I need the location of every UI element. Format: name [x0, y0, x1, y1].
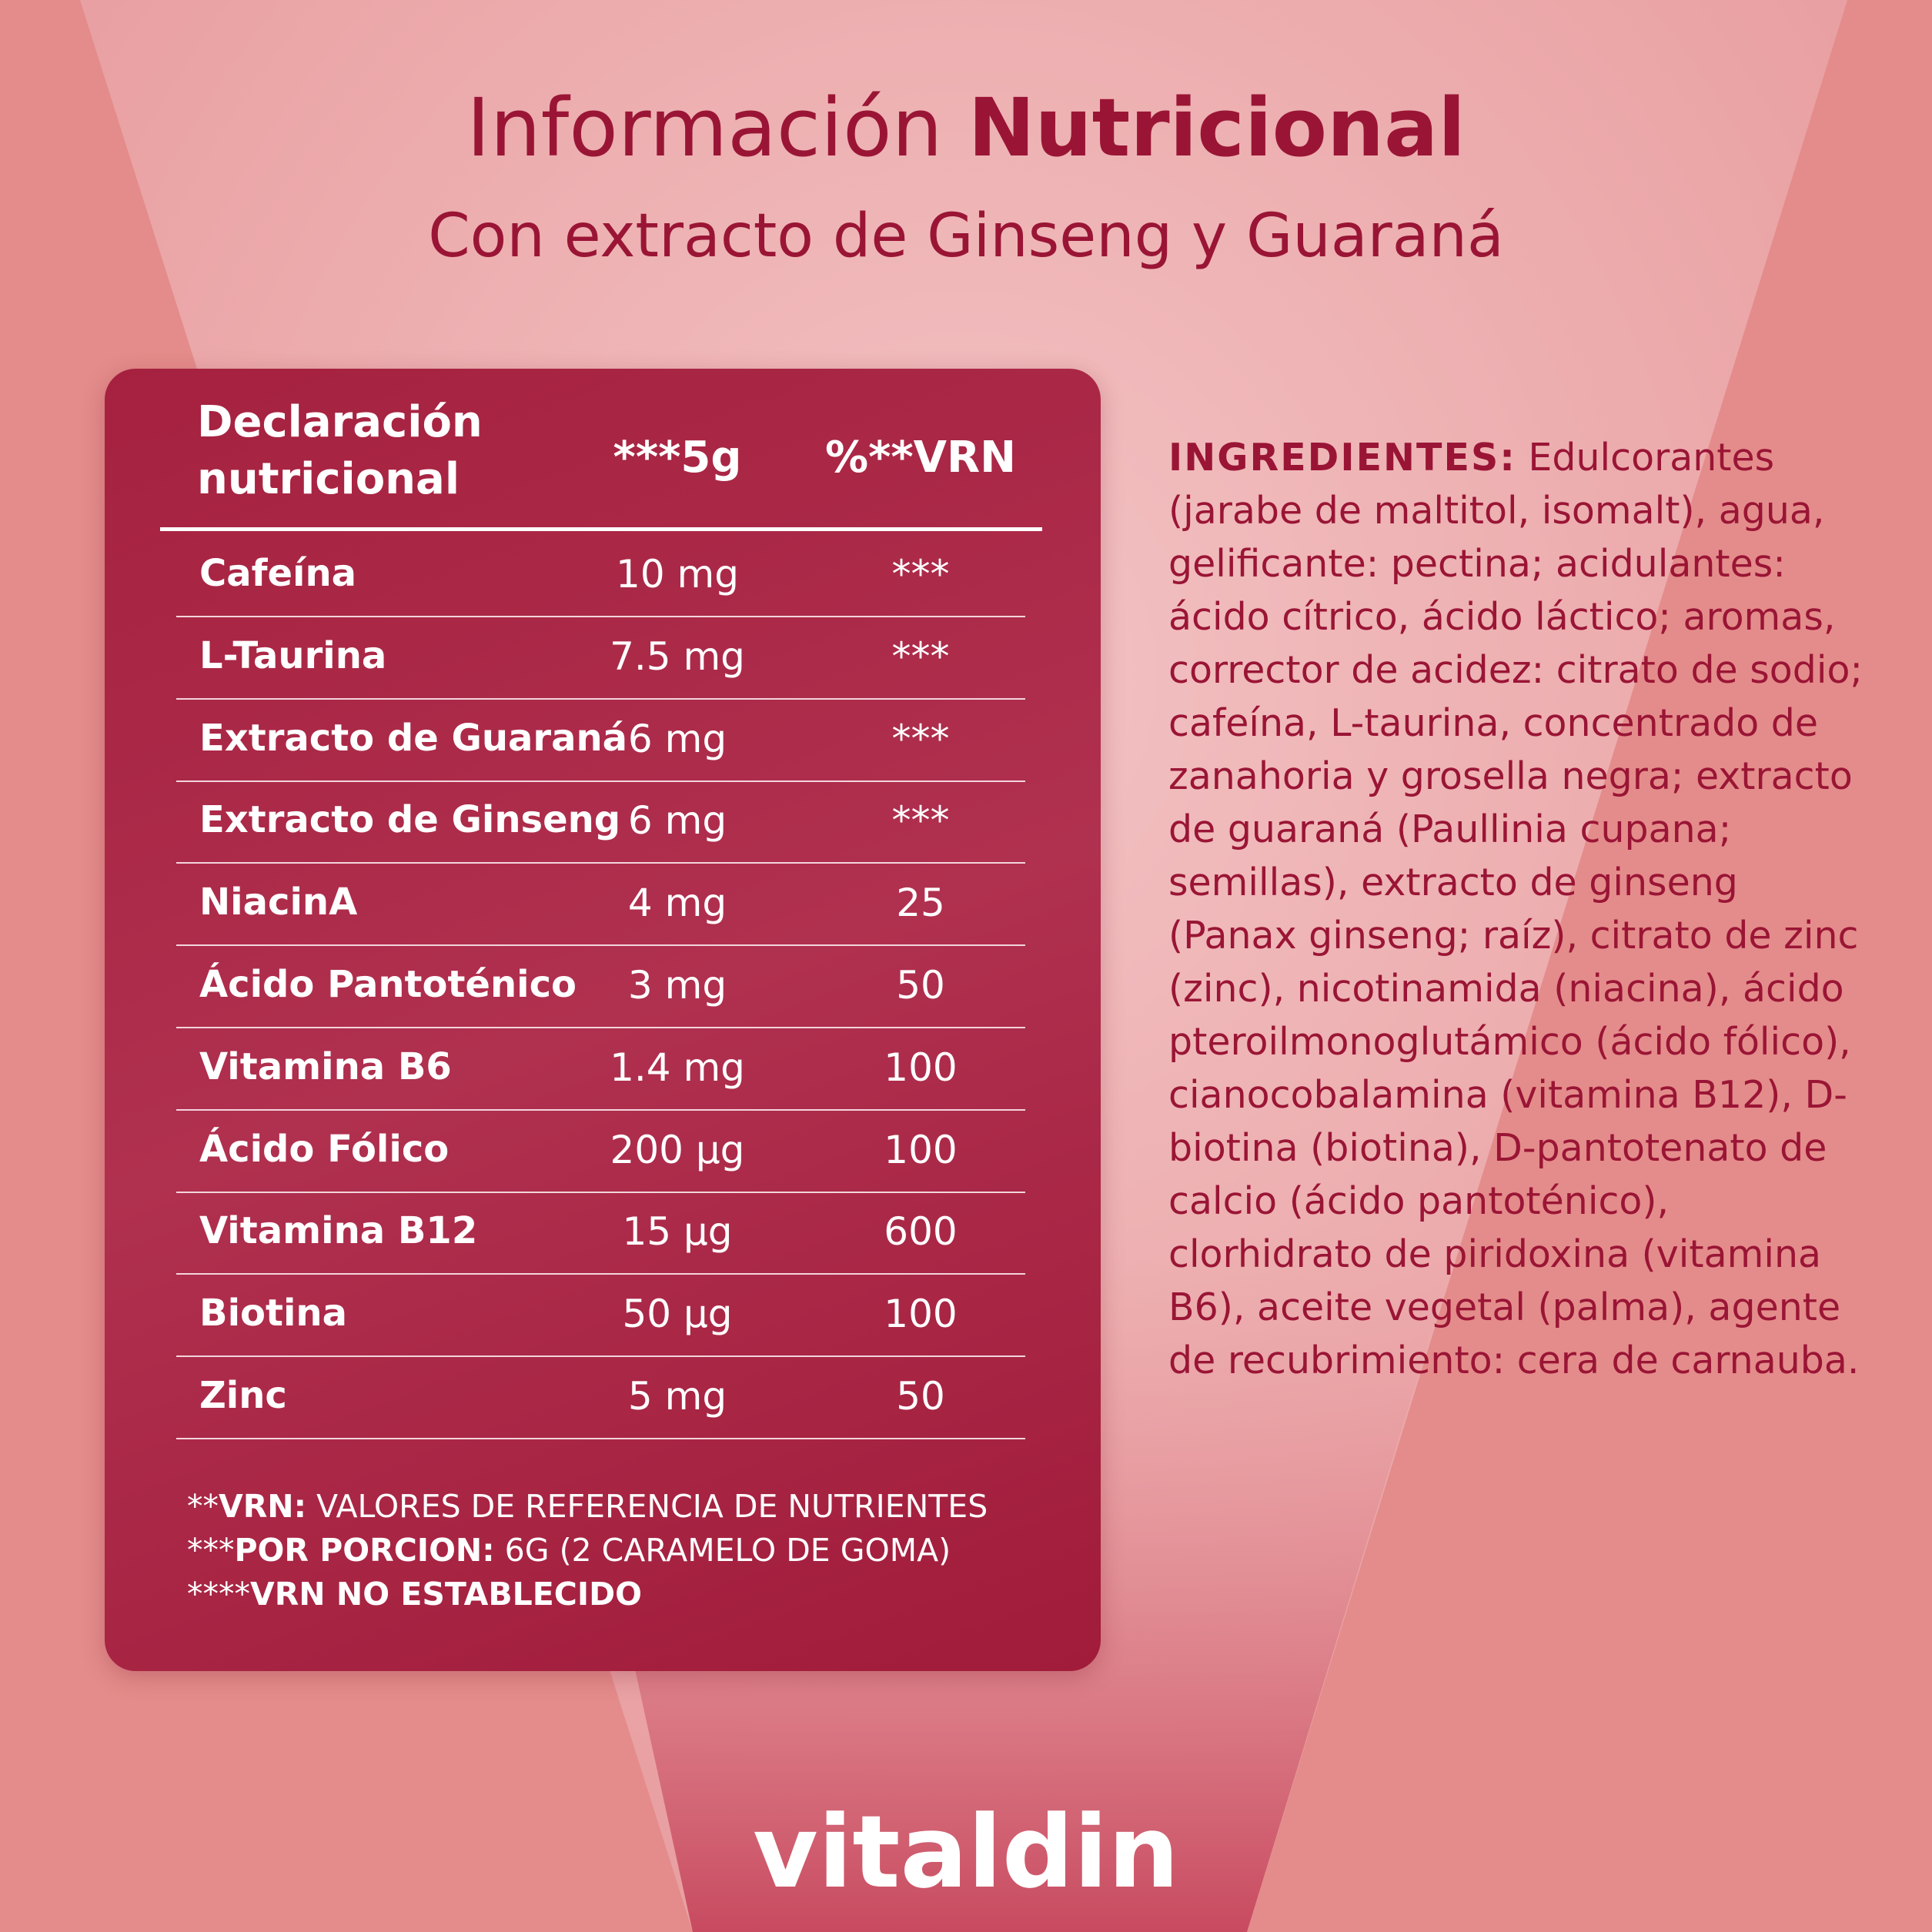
brand-logo: vitaldin	[753, 1793, 1179, 1910]
ingredients: INGREDIENTES: Edulcorantes (jarabe de ma…	[1168, 431, 1877, 1387]
footnote-text: 6G (2 CARAMELO DE GOMA)	[494, 1532, 951, 1569]
row-rule	[176, 862, 1025, 864]
nutrient-amount: 5 mg	[627, 1374, 727, 1419]
footnote-text: VALORES DE REFERENCIA DE NUTRIENTES	[306, 1488, 988, 1525]
nutrient-name: Ácido Fólico	[199, 1127, 450, 1171]
header-rule	[160, 527, 1042, 531]
row-rule	[176, 1108, 1025, 1111]
nutrient-name: Extracto de Guaraná	[199, 716, 628, 760]
nutrient-name: L-Taurina	[199, 633, 387, 677]
nutrient-name: Vitamina B6	[199, 1045, 452, 1088]
nutrient-amount: 7.5 mg	[610, 633, 745, 679]
nutrient-name: Extracto de Ginseng	[199, 798, 621, 842]
row-rule	[176, 1273, 1025, 1275]
header-label: Declaración nutricional	[197, 397, 483, 504]
row-rule	[176, 944, 1025, 947]
footnote-prefix: ***	[187, 1532, 235, 1569]
nutrient-name: NiacinA	[199, 881, 358, 924]
row-rule	[176, 616, 1025, 617]
nutrient-amount: 10 mg	[616, 552, 739, 597]
nutrient-vrn: ***	[891, 798, 950, 844]
nutrient-vrn: 25	[896, 881, 945, 926]
nutrient-vrn: 100	[884, 1045, 958, 1090]
nutrient-vrn: ***	[891, 633, 950, 679]
row-rule	[176, 1355, 1025, 1358]
footnote-bold: POR PORCION:	[234, 1532, 495, 1569]
nutrient-amount: 15 µg	[622, 1209, 733, 1255]
nutrient-name: Biotina	[199, 1292, 347, 1335]
footnote: ****VRN NO ESTABLECIDO	[187, 1576, 642, 1613]
subtitle: Con extracto de Ginseng y Guaraná	[428, 202, 1504, 271]
nutrient-amount: 4 mg	[627, 881, 727, 926]
nutrient-vrn: 600	[884, 1209, 958, 1255]
nutrient-vrn: 100	[884, 1127, 958, 1172]
row-rule	[176, 780, 1025, 782]
row-rule	[176, 697, 1025, 700]
nutrient-vrn: ***	[891, 552, 950, 597]
nutrient-vrn: 50	[896, 1374, 945, 1419]
footnote-bold: VRN NO ESTABLECIDO	[250, 1576, 642, 1613]
title: Información Nutricional	[0, 81, 1932, 175]
nutrient-amount: 50 µg	[622, 1292, 733, 1337]
nutrient-vrn: 50	[896, 963, 945, 1008]
nutrient-vrn: ***	[891, 716, 950, 761]
footnote: ***POR PORCION: 6G (2 CARAMELO DE GOMA)	[187, 1532, 951, 1569]
nutrient-name: Ácido Pantoténico	[199, 963, 577, 1006]
nutrient-name: Vitamina B12	[199, 1209, 478, 1253]
footnote-bold: VRN:	[219, 1488, 307, 1525]
row-rule	[176, 1438, 1025, 1439]
nutrient-amount: 3 mg	[627, 963, 727, 1008]
nutrient-amount: 6 mg	[627, 798, 727, 844]
nutrient-vrn: 100	[884, 1292, 958, 1337]
title-regular: Información	[466, 81, 943, 175]
title-bold: Nutricional	[968, 81, 1466, 175]
nutrition-card	[105, 369, 1101, 1671]
footnote-prefix: ****	[187, 1576, 250, 1613]
row-rule	[176, 1027, 1025, 1028]
nutrient-amount: 200 µg	[610, 1127, 745, 1172]
nutrient-name: Zinc	[199, 1374, 287, 1417]
nutrient-amount: 1.4 mg	[610, 1045, 745, 1090]
ingredients-label: INGREDIENTES:	[1168, 436, 1516, 480]
footnote: **VRN: VALORES DE REFERENCIA DE NUTRIENT…	[187, 1488, 988, 1525]
footnote-prefix: **	[187, 1488, 219, 1525]
nutrient-name: Cafeína	[199, 552, 357, 595]
header-amount: ***5g	[613, 433, 742, 483]
ingredients-text: Edulcorantes (jarabe de maltitol, isomal…	[1168, 436, 1863, 1382]
row-rule	[176, 1191, 1025, 1193]
nutrient-amount: 6 mg	[627, 716, 727, 761]
header-vrn: %**VRN	[824, 433, 1016, 483]
